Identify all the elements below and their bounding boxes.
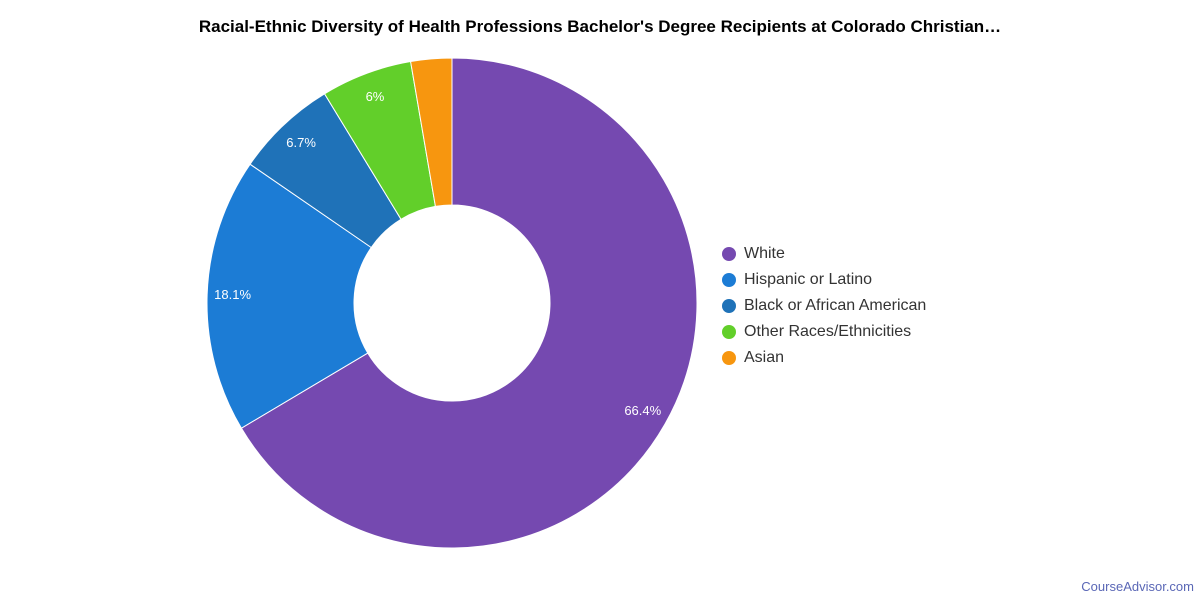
slice-label-black-or-african-american: 6.7% — [286, 135, 316, 150]
legend-label: White — [744, 245, 785, 262]
slice-hispanic-or-latino[interactable] — [206, 163, 372, 429]
legend-label: Black or African American — [744, 297, 927, 314]
slice-label-other-races-ethnicities: 6% — [366, 89, 385, 104]
slice-asian[interactable] — [410, 57, 453, 207]
slice-labels: 66.4% 18.1% 6.7% 6% — [214, 89, 661, 418]
legend-item-asian[interactable]: Asian — [722, 345, 926, 371]
legend-label: Hispanic or Latino — [744, 271, 873, 288]
legend-swatch-icon — [722, 325, 736, 339]
legend-item-other-races-ethnicities[interactable]: Other Races/Ethnicities — [722, 319, 926, 345]
slice-white[interactable] — [240, 57, 698, 549]
legend-swatch-icon — [722, 299, 736, 313]
legend-item-hispanic-or-latino[interactable]: Hispanic or Latino — [722, 267, 926, 293]
donut-slices — [206, 57, 698, 549]
legend-label: Other Races/Ethnicities — [744, 323, 912, 340]
legend-item-white[interactable]: White — [722, 241, 926, 267]
legend-swatch-icon — [722, 273, 736, 287]
chart-title: Racial-Ethnic Diversity of Health Profes… — [198, 17, 1002, 36]
chart-legend: White Hispanic or Latino Black or African … — [722, 241, 926, 371]
slice-label-white: 66.4% — [624, 403, 661, 418]
legend-swatch-icon — [722, 247, 736, 261]
legend-label: Asian — [744, 349, 785, 366]
source-watermark[interactable]: CourseAdvisor.com — [1081, 579, 1194, 594]
legend-swatch-icon — [722, 351, 736, 365]
legend-item-black-or-african-american[interactable]: Black or African American — [722, 293, 926, 319]
slice-label-hispanic-or-latino: 18.1% — [214, 287, 251, 302]
